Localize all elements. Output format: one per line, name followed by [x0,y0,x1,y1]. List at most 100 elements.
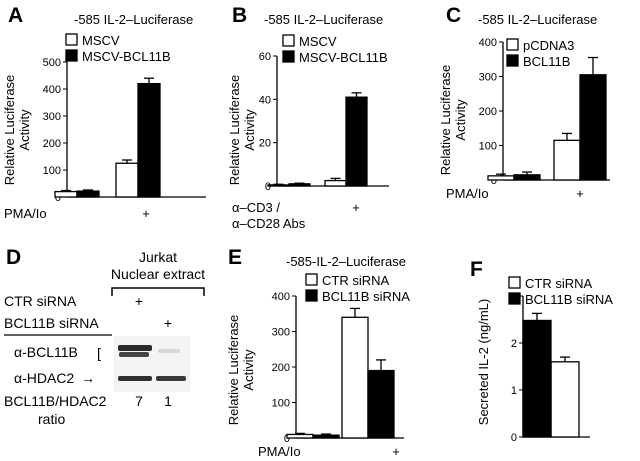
panel-d-band-hdac2-lane1 [118,376,152,381]
panel-e-legend-label: BCL11B siRNA [322,289,410,304]
panel-c-plus: + [576,186,584,201]
panel-e-ytick-label: 0 [284,433,290,445]
panel-e-bar [286,433,314,439]
panel-d-ratio-lane1: 7 [135,393,143,409]
panel-b-bar [324,179,347,187]
panel-b-ytick-label: 0 [265,181,271,193]
panel-a-bar [115,162,139,198]
panel-f-ytick-label: 2 [511,338,517,350]
panel-d-band-hdac2-lane2 [156,376,186,381]
panel-c-ytick-label: 200 [479,106,497,118]
panel-f-legend-swatch [508,292,521,305]
panel-f-bar [550,361,580,438]
panel-d-row1-label: CTR siRNA [4,293,77,309]
panel-e-condition: PMA/Io [258,444,301,459]
chart-layer: 0100200300400500MSCVMSCV-BCL11B0204060MS… [43,33,614,445]
panel-a-legend-swatch [65,33,78,46]
panel-c-ylabel-line2: Activity [453,99,468,141]
panel-d-row1-lane1: + [135,293,143,309]
panel-d-letter: D [6,246,21,269]
panel-e-ylabel-line2: Activity [241,349,256,391]
panel-b-bar [267,184,290,187]
panel-d-ratio-label-line1: BCL11B/HDAC2 [4,393,107,409]
panel-a-ytick-label: 300 [43,111,61,123]
panel-d-band-bcl11b-lane1-bottom [119,352,149,357]
panel-c-legend-label: BCL11B [523,54,570,69]
panel-d-band2-marker: → [81,370,95,386]
panel-b: B -585 IL-2–Luciferase Relative Lucifera… [227,4,383,231]
panel-e-bar [312,434,340,439]
panel-b-ytick-label: 20 [259,138,271,150]
panel-b-bar [288,183,311,187]
panel-d-band-bcl11b-lane2 [158,349,180,353]
panel-e-bar [341,316,369,439]
panel-a-bar [76,190,100,198]
panel-e-ytick-label: 100 [272,398,290,410]
panel-f-ylabel: Secreted IL-2 (ng/mL) [476,299,491,425]
panel-a-ytick-label: 400 [43,84,61,96]
panel-e-plus: + [392,444,400,459]
panel-a-legend-label: MSCV [82,33,120,48]
panel-f: F Secreted IL-2 (ng/mL) [470,258,491,425]
panel-f-letter: F [470,258,483,281]
panel-b-condition-line2: α–CD28 Abs [232,216,306,231]
panel-d-band2-label: α-HDAC2 [14,370,74,386]
panel-b-legend-label: MSCV [299,34,337,49]
panel-c-bar [487,175,515,181]
panel-b-condition-line1: α–CD3 / [232,200,280,215]
panel-b-plus: + [352,200,360,215]
panel-e-legend-label: CTR siRNA [322,273,389,288]
panel-f-legend-label: CTR siRNA [525,276,592,291]
panel-a-ytick-label: 200 [43,138,61,150]
panel-a-plus: + [142,206,150,221]
panel-c-letter: C [446,4,461,27]
panel-b-ylabel-line1: Relative Luciferase [227,75,242,186]
panel-c-bar [579,74,607,181]
panel-c-condition: PMA/Io [446,186,489,201]
panel-f-legend-swatch [508,276,521,289]
panel-b-ytick-label: 40 [259,94,271,106]
panel-d-row2-label: BCL11B siRNA [4,315,99,331]
panel-a-legend-label: MSCV-BCL11B [82,49,171,64]
panel-a-ylabel-line2: Activity [17,109,32,151]
panel-c-legend-swatch [506,54,519,67]
panel-e: E -585-IL-2–Luciferase Relative Lucifera… [226,246,406,459]
panel-c-ytick-label: 300 [479,72,497,84]
panel-d-header-bracket [111,287,205,296]
panel-d-ratio-lane2: 1 [164,393,172,409]
panel-d-blot-membrane [114,336,190,392]
panel-a-ytick-label: 0 [55,192,61,204]
panel-f-bar [522,319,552,438]
panel-d: D Jurkat Nuclear extract CTR siRNA + BCL… [4,246,205,427]
panel-e-legend-swatch [305,273,318,286]
panel-c-bar [513,174,541,181]
panel-b-ylabel-line2: Activity [242,109,257,151]
panel-c-legend-label: pCDNA3 [523,38,574,53]
panel-d-band-bcl11b-lane1-top [118,345,152,351]
panel-b-bar [345,96,368,187]
panel-f-legend-label: BCL11B siRNA [525,292,613,307]
panel-e-legend-swatch [305,289,318,302]
panel-b-letter: B [232,4,247,27]
panel-a-ytick-label: 500 [43,57,61,69]
panel-e-ylabel-line1: Relative Luciferase [226,315,241,426]
panel-b-title: -585 IL-2–Luciferase [264,12,383,27]
panel-a-title: -585 IL-2–Luciferase [74,12,193,27]
panel-c-ylabel-line1: Relative Luciferase [438,65,453,176]
panel-b-legend-swatch [282,50,295,63]
panel-c-ytick-label: 0 [491,175,497,187]
panel-a-bar [137,82,161,198]
panel-d-row2-lane2: + [164,315,172,331]
panel-a-letter: A [8,4,23,27]
panel-a-bar [54,190,78,198]
panel-e-ytick-label: 200 [272,362,290,374]
panel-d-band1-marker: [ [97,345,101,361]
panel-b-ytick-label: 60 [259,51,271,63]
panel-e-ytick-label: 400 [272,291,290,303]
panel-d-band1-label: α-BCL11B [14,344,78,360]
panel-c-ytick-label: 100 [479,141,497,153]
panel-c-title: -585 IL-2–Luciferase [478,12,597,27]
panel-e-letter: E [228,246,242,269]
panel-f-ytick-label: 0 [511,432,517,444]
